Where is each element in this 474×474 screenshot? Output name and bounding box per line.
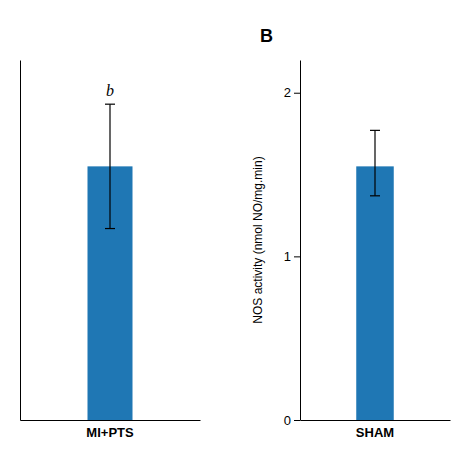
y-tick: 0	[284, 413, 300, 428]
y-tick-label: 0	[284, 413, 291, 428]
y-axis	[20, 61, 21, 421]
y-axis-title: NOS activity (nmol NO/mg.min)	[251, 156, 265, 323]
y-tick-label: 2	[284, 85, 291, 100]
panel-title: B	[260, 26, 273, 46]
x-axis-line	[21, 420, 201, 421]
error-bar	[370, 130, 380, 195]
error-bar-cap	[370, 195, 380, 196]
error-bar-cap	[105, 228, 115, 229]
y-tick-mark	[294, 420, 300, 421]
plot-area	[356, 130, 394, 420]
chart-root: b MI+PTS SHAM 0 1 2 NOS activity (nmol NO/mg.m…	[0, 0, 474, 474]
x-tick-label: MI+PTS	[86, 425, 134, 440]
x-axis-line	[301, 420, 451, 421]
error-bar	[105, 104, 115, 228]
y-axis: 0 1 2	[284, 61, 301, 428]
bar	[356, 166, 394, 420]
y-tick-mark	[294, 93, 300, 94]
y-tick: 2	[284, 85, 300, 100]
x-tick-label: SHAM	[356, 425, 394, 440]
x-axis: SHAM	[301, 420, 451, 440]
annotation: b	[106, 82, 114, 99]
error-bar-cap	[105, 104, 115, 105]
plot-area	[88, 104, 133, 420]
y-axis-line	[20, 61, 21, 421]
y-axis-line	[300, 61, 301, 421]
x-tick: MI+PTS	[86, 420, 134, 440]
error-bar-stem	[109, 104, 110, 228]
error-bar-cap	[370, 130, 380, 131]
y-tick-mark	[294, 256, 300, 257]
x-axis: MI+PTS	[21, 420, 201, 440]
panel: b MI+PTS	[21, 61, 201, 441]
x-tick: SHAM	[356, 420, 394, 440]
y-tick: 1	[284, 249, 300, 264]
panel: SHAM 0 1 2 NOS activity (nmol NO/mg.min) B	[251, 26, 451, 440]
y-tick-label: 1	[284, 249, 291, 264]
error-bar-stem	[374, 130, 375, 195]
